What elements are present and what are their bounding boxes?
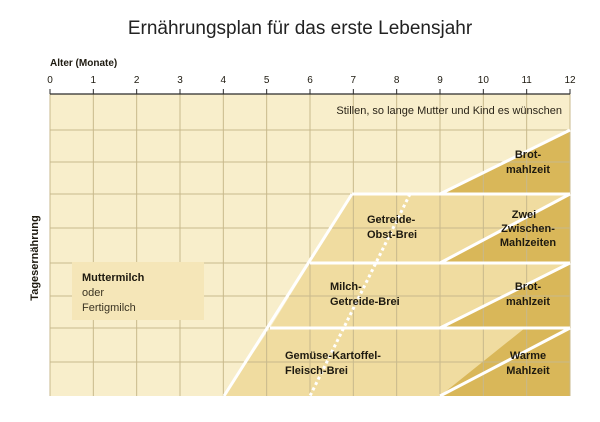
cereal-fruit-label-2: Obst-Brei (367, 229, 417, 241)
x-tick-labels: 0 1 2 3 4 5 6 7 8 9 10 11 12 (47, 75, 576, 86)
bread-dinner-label-2: mahlzeit (506, 164, 550, 176)
x-tick-label: 4 (221, 75, 227, 86)
warm-meal-label-1: Warme (510, 350, 546, 362)
x-tick-label: 8 (394, 75, 400, 86)
vegetable-mash-label-2: Fleisch-Brei (285, 365, 348, 377)
page-title: Ernährungsplan für das erste Lebensjahr (127, 18, 473, 39)
x-tick-label: 10 (478, 75, 490, 86)
tick-marks (49, 89, 571, 94)
x-tick-label: 5 (264, 75, 270, 86)
milk-cereal-label-1: Milch- (330, 281, 362, 293)
grid (49, 94, 571, 396)
bread-dinner-label-1: Brot- (515, 149, 542, 161)
milk-line-2: oder (82, 287, 104, 299)
x-tick-label: 6 (307, 75, 313, 86)
x-tick-label: 11 (521, 75, 532, 86)
x-tick-label: 2 (134, 75, 140, 86)
milk-line-3: Fertigmilch (82, 302, 136, 314)
snacks-label-1: Zwei (512, 209, 536, 221)
breastfeeding-banner: Stillen, so lange Mutter und Kind es wün… (336, 105, 562, 117)
milk-label-box (72, 262, 204, 320)
x-tick-label: 12 (564, 75, 576, 86)
warm-meal-label-2: Mahlzeit (506, 365, 550, 377)
y-axis-label: Tagesernährung (29, 215, 41, 300)
bread-meal-label-2: mahlzeit (506, 296, 550, 308)
band-separators (222, 128, 571, 398)
milk-cereal-label-2: Getreide-Brei (330, 296, 400, 308)
band-labels: Gemüse-Kartoffel- Fleisch-Brei Warme Mah… (285, 149, 556, 377)
x-tick-label: 9 (437, 75, 443, 86)
x-tick-label: 1 (91, 75, 97, 86)
vegetable-mash-label-1: Gemüse-Kartoffel- (285, 350, 381, 362)
snacks-label-2: Zwischen- (501, 223, 555, 235)
snacks-label-3: Mahlzeiten (500, 237, 557, 249)
bread-meal-label-1: Brot- (515, 281, 542, 293)
cereal-fruit-label-1: Getreide- (367, 214, 416, 226)
x-tick-label: 0 (47, 75, 53, 86)
x-axis-label: Alter (Monate) (50, 58, 117, 69)
x-tick-label: 3 (177, 75, 183, 86)
x-tick-label: 7 (351, 75, 357, 86)
dotted-transition-line (308, 193, 412, 397)
milk-line-1: Muttermilch (82, 272, 145, 284)
